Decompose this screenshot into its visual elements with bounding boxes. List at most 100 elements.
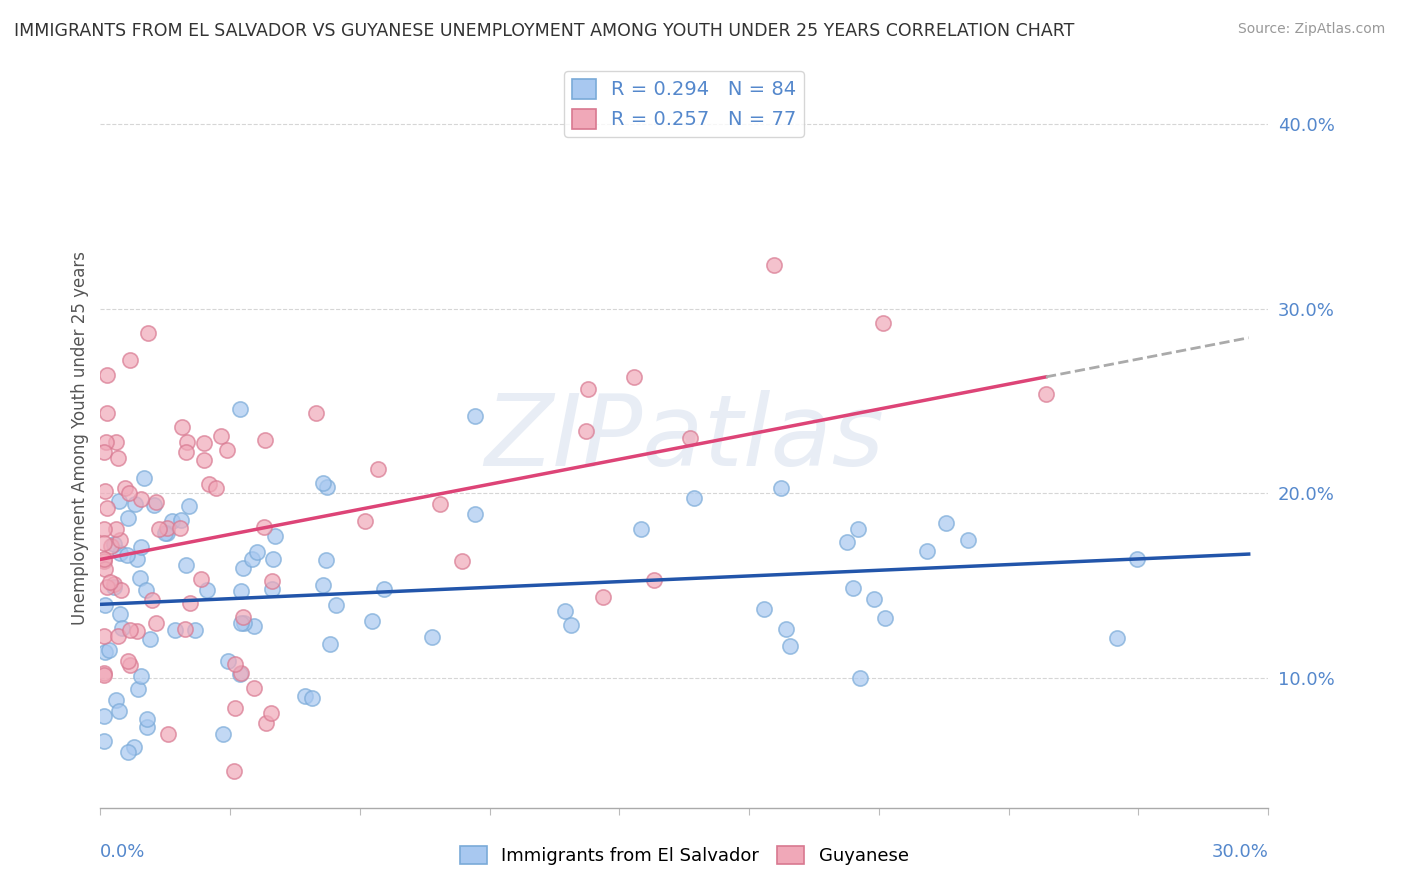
Point <box>229 667 252 681</box>
Point <box>110 582 132 597</box>
Point <box>93 733 115 747</box>
Point <box>94 435 117 450</box>
Point <box>148 522 170 536</box>
Point <box>592 591 614 605</box>
Point <box>135 712 157 726</box>
Point <box>122 740 145 755</box>
Point <box>108 533 131 547</box>
Point <box>125 624 148 639</box>
Point <box>464 409 486 424</box>
Point <box>212 727 235 741</box>
Point <box>315 553 337 567</box>
Point <box>575 424 598 438</box>
Point <box>231 665 253 680</box>
Point <box>107 629 129 643</box>
Point <box>643 573 665 587</box>
Point <box>204 481 226 495</box>
Point <box>190 572 212 586</box>
Point <box>93 562 115 576</box>
Point <box>145 616 167 631</box>
Point <box>174 558 197 572</box>
Point <box>127 551 149 566</box>
Point <box>682 491 704 505</box>
Point <box>754 602 776 616</box>
Point <box>98 574 121 589</box>
Point <box>93 552 115 566</box>
Point <box>142 498 165 512</box>
Point <box>679 430 702 444</box>
Point <box>170 513 193 527</box>
Point <box>145 494 167 508</box>
Point <box>243 681 266 695</box>
Legend: R = 0.294   N = 84, R = 0.257   N = 77: R = 0.294 N = 84, R = 0.257 N = 77 <box>564 70 804 137</box>
Point <box>775 622 797 636</box>
Point <box>93 522 115 536</box>
Point <box>93 598 115 612</box>
Point <box>262 552 284 566</box>
Point <box>1107 631 1129 645</box>
Point <box>103 577 125 591</box>
Point <box>1125 552 1147 566</box>
Point <box>156 521 179 535</box>
Point <box>97 643 120 657</box>
Point <box>165 624 187 638</box>
Point <box>156 525 179 540</box>
Point <box>118 486 141 500</box>
Point <box>94 645 117 659</box>
Point <box>93 629 115 643</box>
Point <box>104 434 127 449</box>
Point <box>872 316 894 330</box>
Point <box>325 599 347 613</box>
Point <box>956 533 979 548</box>
Point <box>769 481 792 495</box>
Point <box>115 548 138 562</box>
Point <box>217 655 239 669</box>
Point <box>779 640 801 654</box>
Point <box>312 475 335 490</box>
Point <box>108 607 131 621</box>
Point <box>215 443 238 458</box>
Point <box>128 571 150 585</box>
Text: IMMIGRANTS FROM EL SALVADOR VS GUYANESE UNEMPLOYMENT AMONG YOUTH UNDER 25 YEARS : IMMIGRANTS FROM EL SALVADOR VS GUYANESE … <box>14 22 1074 40</box>
Point <box>107 493 129 508</box>
Point <box>240 551 263 566</box>
Point <box>373 582 395 597</box>
Point <box>129 540 152 554</box>
Point <box>141 593 163 607</box>
Point <box>319 637 342 651</box>
Point <box>229 615 252 630</box>
Y-axis label: Unemployment Among Youth under 25 years: Unemployment Among Youth under 25 years <box>72 251 89 625</box>
Point <box>264 529 287 543</box>
Point <box>129 491 152 506</box>
Point <box>104 693 127 707</box>
Point <box>110 545 132 559</box>
Point <box>294 689 316 703</box>
Point <box>1035 387 1057 401</box>
Point <box>576 382 599 396</box>
Point <box>848 522 870 536</box>
Point <box>260 574 283 588</box>
Point <box>169 521 191 535</box>
Point <box>129 669 152 683</box>
Point <box>93 708 115 723</box>
Point <box>94 483 117 498</box>
Point <box>301 691 323 706</box>
Point <box>156 727 179 741</box>
Point <box>96 368 118 383</box>
Point <box>93 666 115 681</box>
Point <box>224 657 246 672</box>
Text: Source: ZipAtlas.com: Source: ZipAtlas.com <box>1237 22 1385 37</box>
Point <box>246 545 269 559</box>
Point <box>260 706 283 720</box>
Point <box>862 591 884 606</box>
Point <box>162 514 184 528</box>
Point <box>630 522 652 536</box>
Point <box>848 672 870 686</box>
Point <box>195 582 218 597</box>
Point <box>420 630 443 644</box>
Point <box>254 715 277 730</box>
Point <box>93 554 115 568</box>
Point <box>554 604 576 618</box>
Point <box>367 462 389 476</box>
Point <box>96 500 118 515</box>
